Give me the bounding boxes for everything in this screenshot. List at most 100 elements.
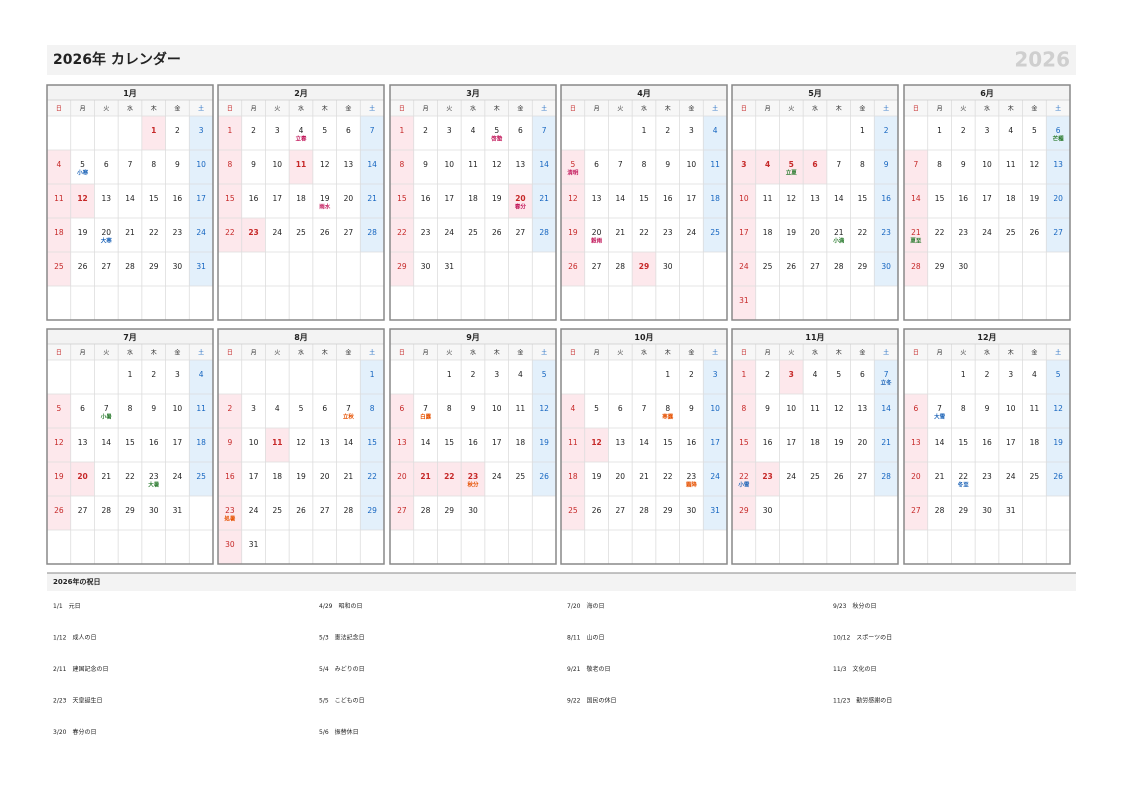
weekday-label: 月 (765, 106, 771, 113)
day-number: 9 (689, 404, 694, 413)
day-number: 14 (539, 160, 549, 169)
day-number: 27 (397, 506, 407, 515)
weekday-header-bar (732, 100, 898, 116)
day-number: 15 (663, 438, 673, 447)
day-number: 28 (834, 262, 844, 271)
holiday-name: 元日 (69, 603, 81, 610)
day-cell-bg (561, 184, 585, 218)
day-cell-bg (732, 462, 756, 496)
weekday-label: 土 (883, 105, 889, 113)
day-number: 1 (370, 370, 375, 379)
day-cell-bg (703, 462, 727, 496)
day-cell-bg (390, 218, 414, 252)
day-number: 24 (787, 472, 797, 481)
day-number: 5 (322, 126, 327, 135)
weekday-label: 金 (174, 105, 180, 113)
day-number: 3 (1008, 370, 1013, 379)
day-number: 4 (275, 404, 280, 413)
month: 11月日月火水木金土1 2 3 4 5 6 7立冬8 9 10 11 12 13 1415 16 17 18 1… (731, 328, 899, 565)
month-title-bar (390, 85, 556, 100)
weekday-label: 水 (298, 105, 304, 113)
day-cell-bg (70, 184, 95, 218)
day-number: 20 (810, 228, 820, 237)
day-number: 17 (445, 194, 455, 203)
day-number: 30 (149, 506, 159, 515)
solar-term: 穀雨 (591, 237, 603, 245)
weekday-label: 月 (251, 106, 257, 113)
day-number: 12 (787, 194, 797, 203)
day-cell-bg (47, 394, 71, 428)
day-cell-bg (874, 428, 898, 462)
day-number: 8 (370, 404, 375, 413)
day-number: 27 (911, 506, 921, 515)
month-border (560, 328, 728, 565)
day-cell-bg (904, 496, 928, 530)
day-number: 7 (542, 126, 547, 135)
day-cell-bg (141, 116, 166, 150)
weekday-label: 月 (937, 106, 943, 113)
month: 10月日月火水木金土1 2 34 5 6 7 8寒露9 1011 12 13 14 15 16 1718 1… (560, 328, 728, 565)
solar-term: 小雪 (738, 481, 750, 489)
day-number: 18 (468, 194, 478, 203)
day-number: 29 (445, 506, 455, 515)
day-cell-bg (189, 252, 213, 286)
day-cell-bg (47, 428, 71, 462)
day-number: 20 (102, 228, 112, 237)
solar-term: 立秋 (343, 413, 355, 421)
day-cell-bg (1046, 360, 1070, 394)
day-number: 1 (227, 126, 232, 135)
solar-term: 清明 (567, 169, 579, 177)
day-number: 13 (344, 160, 354, 169)
day-cell-bg (218, 428, 242, 462)
holiday-name: 秋分の日 (852, 602, 876, 610)
day-number: 13 (616, 438, 626, 447)
day-number: 5 (542, 370, 547, 379)
weekday-label: 月 (594, 106, 600, 113)
day-number: 16 (982, 438, 992, 447)
day-number: 14 (421, 438, 431, 447)
day-number: 29 (739, 506, 749, 515)
day-number: 30 (959, 262, 969, 271)
day-number: 27 (858, 472, 868, 481)
day-cell-bg (703, 428, 727, 462)
day-number: 17 (982, 194, 992, 203)
day-number: 14 (881, 404, 891, 413)
day-number: 22 (149, 228, 159, 237)
day-number: 19 (787, 228, 797, 237)
holiday-date: 5/3 (319, 634, 329, 641)
day-cell-bg (218, 150, 242, 184)
day-number: 31 (173, 506, 183, 515)
holiday-date: 8/11 (567, 634, 581, 641)
month: 5月日月火水木金土1 23 4 5立夏6 7 8 910 11 12 13 14 15 1617 18 19… (731, 84, 899, 321)
weekday-label: 火 (617, 350, 623, 357)
holiday-entry: 5/6 振替休日 (319, 728, 359, 736)
day-cell-bg (732, 218, 756, 252)
day-number: 23 (149, 472, 159, 481)
day-number: 30 (421, 262, 431, 271)
day-cell-bg (47, 218, 71, 252)
day-number: 21 (639, 472, 649, 481)
day-number: 12 (77, 194, 87, 203)
day-number: 11 (54, 194, 64, 203)
weekday-label: 日 (913, 106, 919, 113)
day-number: 22 (367, 472, 377, 481)
weekday-label: 水 (470, 349, 476, 357)
day-number: 30 (982, 506, 992, 515)
day-number: 23 (982, 472, 992, 481)
day-cell-bg (561, 150, 585, 184)
day-number: 2 (985, 370, 990, 379)
day-number: 30 (687, 506, 697, 515)
day-cell-bg (532, 150, 556, 184)
day-number: 25 (468, 228, 478, 237)
day-cell-bg (218, 218, 242, 252)
day-cell-bg (390, 428, 414, 462)
weekday-label: 水 (812, 105, 818, 113)
day-number: 8 (937, 160, 942, 169)
day-number: 22 (959, 472, 969, 481)
solar-term: 夏至 (910, 237, 922, 245)
day-number: 20 (1053, 194, 1063, 203)
day-number: 24 (739, 262, 749, 271)
weekday-header-bar (218, 100, 384, 116)
day-number: 22 (935, 228, 945, 237)
day-number: 10 (982, 160, 992, 169)
